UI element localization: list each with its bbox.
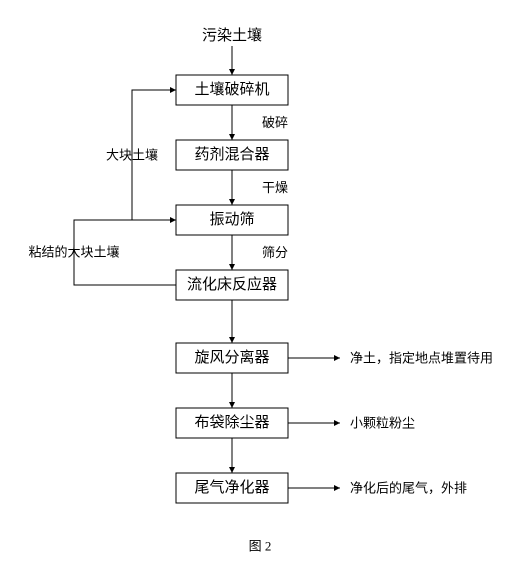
side-label-n5: 净土，指定地点堆置待用 (350, 351, 493, 366)
figure-caption: 图 2 (249, 539, 272, 554)
flow-node-label-n0: 污染土壤 (202, 26, 262, 44)
flow-node-label-n7: 尾气净化器 (194, 479, 269, 496)
flow-node-label-n2: 药剂混合器 (194, 146, 269, 163)
edge-label-n3-n4: 筛分 (262, 245, 288, 260)
edge-label-n1-n2: 破碎 (262, 115, 288, 130)
feedback-label-n4-n3: 粘结的大块土壤 (28, 245, 119, 260)
flow-node-label-n6: 布袋除尘器 (194, 414, 269, 431)
edge-label-n2-n3: 干燥 (262, 180, 288, 195)
flowchart-diagram: 污染土壤土壤破碎机药剂混合器振动筛流化床反应器旋风分离器布袋除尘器尾气净化器 破… (0, 0, 508, 566)
feedback-label-n3-n1: 大块土壤 (106, 148, 158, 163)
side-label-n7: 净化后的尾气，外排 (350, 481, 467, 496)
side-label-n6: 小颗粒粉尘 (350, 416, 415, 431)
flow-node-label-n4: 流化床反应器 (187, 275, 277, 293)
flow-node-label-n3: 振动筛 (209, 211, 254, 228)
flow-node-label-n1: 土壤破碎机 (194, 80, 269, 98)
flow-node-label-n5: 旋风分离器 (194, 349, 269, 366)
